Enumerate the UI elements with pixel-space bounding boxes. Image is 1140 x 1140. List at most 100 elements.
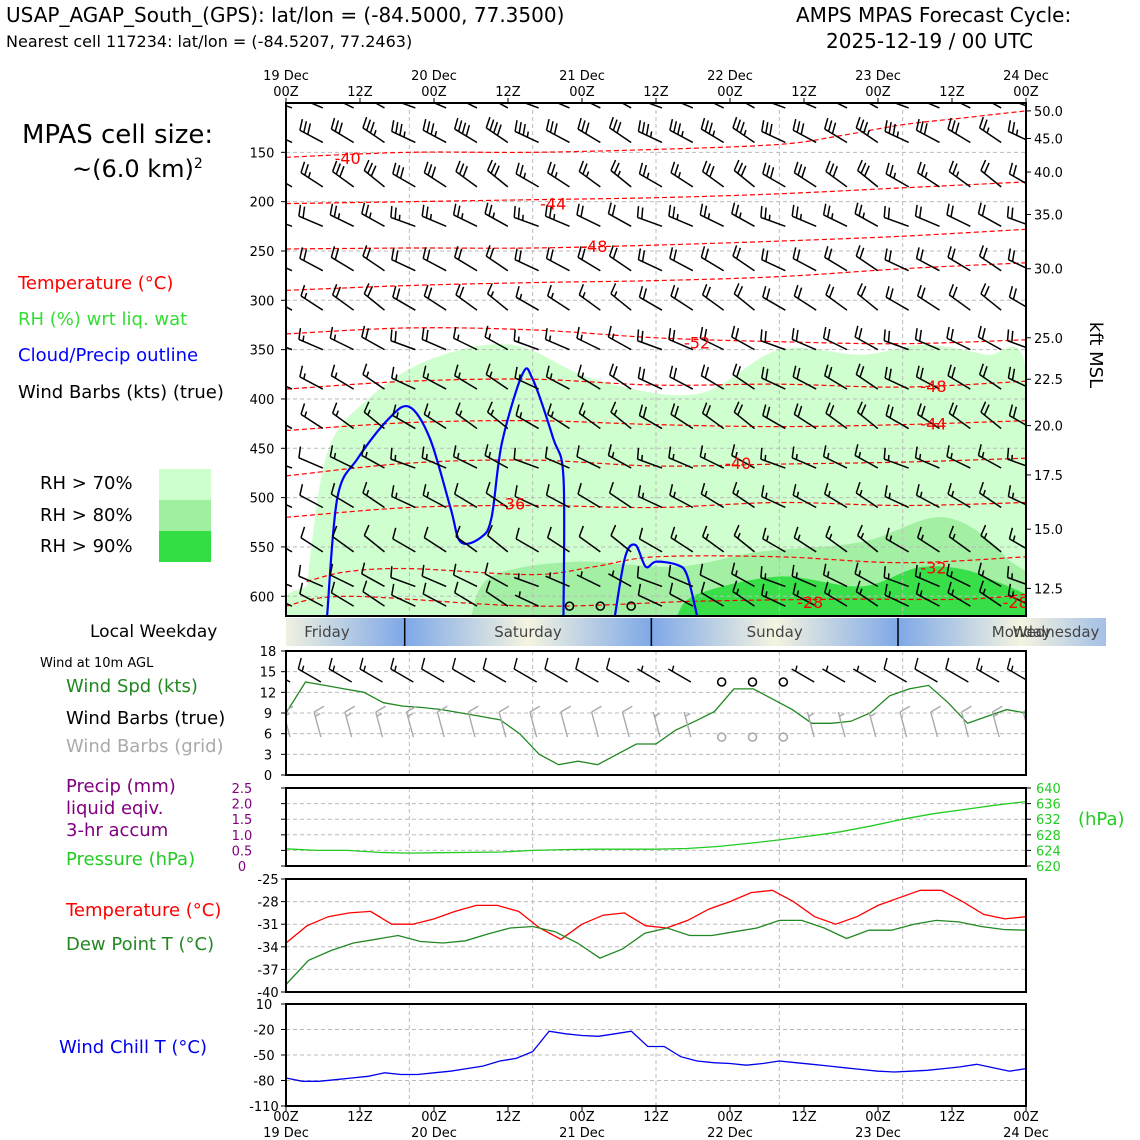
barb-feather	[945, 657, 950, 670]
barb-feather	[641, 122, 646, 134]
pressure-tick-label: 400	[250, 393, 275, 408]
barb-feather	[302, 206, 306, 219]
barb-feather	[422, 118, 427, 131]
wind-barb	[699, 203, 724, 227]
barb-half-feather	[307, 171, 312, 178]
wind-barb	[823, 581, 848, 607]
barb-feather	[883, 447, 886, 460]
barb-feather	[544, 328, 548, 340]
top-hour-label: 00Z	[421, 85, 447, 100]
wind-barb	[286, 602, 293, 607]
wind-barb	[1006, 206, 1026, 225]
height-tick-label: 12.5	[1034, 582, 1063, 597]
barb-half-feather	[681, 130, 684, 137]
wind-barb	[978, 580, 1002, 607]
barb-half-feather	[376, 712, 383, 717]
wind-barb	[286, 503, 293, 509]
barb-half-feather	[611, 570, 615, 577]
barb-half-feather	[488, 451, 492, 458]
barb-feather	[390, 447, 393, 460]
surface-wind-barb	[328, 657, 353, 683]
wind-barb	[636, 447, 663, 469]
wind-tick-label: 3	[264, 748, 272, 763]
barb-feather	[374, 91, 377, 102]
barb-shaft	[454, 592, 478, 607]
wind-barb	[330, 482, 355, 509]
barb-feather	[608, 481, 614, 494]
temperature-line	[286, 889, 1026, 944]
barb-shaft	[286, 503, 293, 509]
barb-feather	[457, 120, 463, 132]
barb-feather	[982, 366, 988, 378]
barb-feather	[641, 207, 644, 220]
barb-half-feather	[277, 130, 278, 136]
barb-feather	[761, 88, 762, 99]
wind-chill-label: Wind Chill T (°C)	[59, 1037, 207, 1058]
barb-feather	[431, 166, 437, 178]
barb-half-feather	[862, 212, 866, 219]
barb-feather	[578, 525, 585, 537]
wind-barb	[744, 103, 755, 109]
weekday-name: Friday	[304, 623, 350, 641]
wind-barb	[455, 160, 478, 188]
barb-feather	[930, 705, 941, 713]
barb-feather	[946, 445, 950, 457]
barb-feather	[764, 207, 767, 220]
wind-barb	[791, 328, 817, 351]
wind-barb	[761, 485, 786, 509]
barb-shaft	[298, 457, 324, 469]
barb-feather	[342, 91, 344, 102]
wind-barb	[485, 580, 509, 607]
legend-rh90-label: RH > 90%	[40, 536, 133, 557]
barb-half-feather	[580, 334, 583, 341]
barb-feather	[641, 250, 646, 262]
barb-feather	[859, 247, 865, 259]
barb-feather	[855, 481, 861, 494]
wind-barb	[421, 564, 447, 588]
wind-chill-tick-label: -110	[249, 1100, 279, 1115]
barb-feather	[701, 525, 708, 537]
weekday-name: Monday	[992, 623, 1051, 641]
barb-shaft	[575, 668, 599, 683]
barb-half-feather	[825, 665, 829, 672]
barb-feather	[1008, 527, 1014, 540]
wind-barb	[546, 161, 570, 188]
barb-feather	[299, 118, 304, 131]
barb-feather	[457, 248, 463, 260]
wind-barb	[760, 329, 786, 351]
barb-feather	[914, 657, 919, 670]
barb-feather	[427, 164, 433, 176]
wind-barb	[915, 247, 940, 272]
barb-feather	[467, 705, 479, 713]
barb-feather	[406, 705, 417, 713]
barb-feather	[421, 204, 425, 217]
barb-feather	[983, 404, 990, 416]
wind-barb	[761, 248, 786, 272]
barb-half-feather	[523, 172, 527, 179]
surface-wind-barb	[482, 657, 507, 683]
barb-shaft	[487, 534, 509, 553]
barb-feather	[677, 90, 679, 101]
barb-feather	[732, 116, 738, 129]
barb-feather	[915, 247, 920, 259]
wind-barb	[607, 444, 632, 469]
barb-feather	[791, 204, 795, 217]
wind-barb	[399, 103, 416, 109]
barb-feather	[486, 159, 493, 171]
barb-feather	[893, 91, 894, 102]
barb-shaft	[802, 103, 817, 109]
temperature-contour-label: -28	[797, 593, 823, 612]
barb-shaft	[547, 537, 570, 553]
barb-feather	[919, 121, 924, 133]
calm-circle	[778, 732, 789, 742]
barb-feather	[361, 202, 366, 214]
barb-feather	[1011, 122, 1016, 134]
wind-barb	[620, 103, 632, 109]
barb-half-feather	[314, 712, 321, 717]
barb-feather	[546, 86, 548, 97]
barb-feather	[764, 330, 767, 343]
barb-shaft	[606, 668, 630, 683]
precip-tick-label: 2.0	[232, 798, 253, 813]
